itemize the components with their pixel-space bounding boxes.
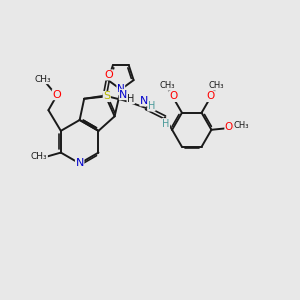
- Text: N: N: [119, 90, 128, 100]
- Text: CH₃: CH₃: [31, 152, 47, 161]
- Text: CH₃: CH₃: [159, 81, 175, 90]
- Text: O: O: [169, 92, 177, 101]
- Text: N: N: [76, 158, 84, 168]
- Text: H: H: [148, 101, 155, 111]
- Text: CH₃: CH₃: [35, 75, 52, 84]
- Text: O: O: [52, 90, 61, 100]
- Text: H: H: [127, 94, 134, 104]
- Text: O: O: [225, 122, 233, 132]
- Text: CH₃: CH₃: [234, 121, 249, 130]
- Text: N: N: [117, 84, 125, 94]
- Text: O: O: [206, 92, 214, 101]
- Text: O: O: [105, 70, 113, 80]
- Text: H: H: [162, 118, 169, 129]
- Text: S: S: [103, 92, 110, 101]
- Text: N: N: [140, 96, 148, 106]
- Text: CH₃: CH₃: [209, 81, 224, 90]
